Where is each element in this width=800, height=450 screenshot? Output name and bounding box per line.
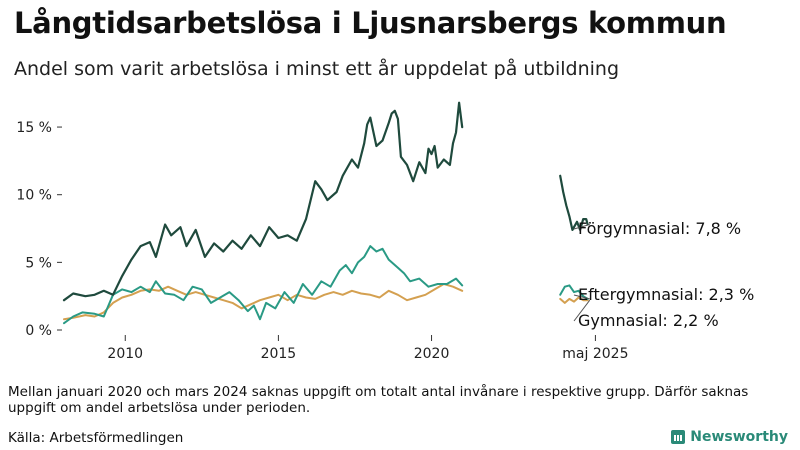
series-lines <box>62 101 589 325</box>
chart-title: Långtidsarbetslösa i Ljusnarsbergs kommu… <box>14 6 727 40</box>
x-axis: 2010 2015 2020 maj 2025 <box>107 335 628 362</box>
series-line-gymnasial-1 <box>63 283 464 321</box>
x-tick-label: 2020 <box>414 346 450 362</box>
y-axis: 0 % 5 % 10 % 15 % <box>16 120 62 339</box>
y-tick-label: 5 % <box>25 255 52 271</box>
line-chart: 0 % 5 % 10 % 15 % 2010 2015 2020 maj 2025 Förg… <box>16 101 754 362</box>
label-leader-eftergymnasial <box>573 294 590 300</box>
series-line-forgymnasial-2 <box>559 174 589 231</box>
y-tick-label: 10 % <box>16 188 52 204</box>
brand-logo: Newsworthy <box>671 429 788 445</box>
series-line-eftergymnasial-2 <box>559 284 589 300</box>
brand-name: Newsworthy <box>690 429 788 445</box>
series-line-eftergymnasial-1 <box>63 245 464 325</box>
x-tick-label: maj 2025 <box>562 346 628 362</box>
bar-chart-icon <box>671 430 686 444</box>
series-line-gymnasial-2 <box>559 296 589 304</box>
end-label-gymnasial: Gymnasial: 2,2 % <box>578 311 719 330</box>
end-label-forgymnasial: Förgymnasial: 7,8 % <box>578 219 741 238</box>
series-line-forgymnasial-1 <box>62 101 464 302</box>
y-tick-label: 0 % <box>25 323 52 339</box>
end-label-eftergymnasial: Eftergymnasial: 2,3 % <box>578 285 754 304</box>
y-tick-label: 15 % <box>16 120 52 136</box>
series-end-labels: Förgymnasial: 7,8 % Eftergymnasial: 2,3 %… <box>573 219 754 330</box>
x-tick-label: 2010 <box>107 346 143 362</box>
chart-source: Källa: Arbetsförmedlingen <box>8 430 184 446</box>
label-leader-gymnasial <box>573 299 591 322</box>
chart-note: Mellan januari 2020 och mars 2024 saknas… <box>8 384 749 416</box>
x-tick-label: 2015 <box>261 346 297 362</box>
label-leader-forgymnasial <box>573 223 590 230</box>
chart-subtitle: Andel som varit arbetslösa i minst ett å… <box>14 58 620 80</box>
